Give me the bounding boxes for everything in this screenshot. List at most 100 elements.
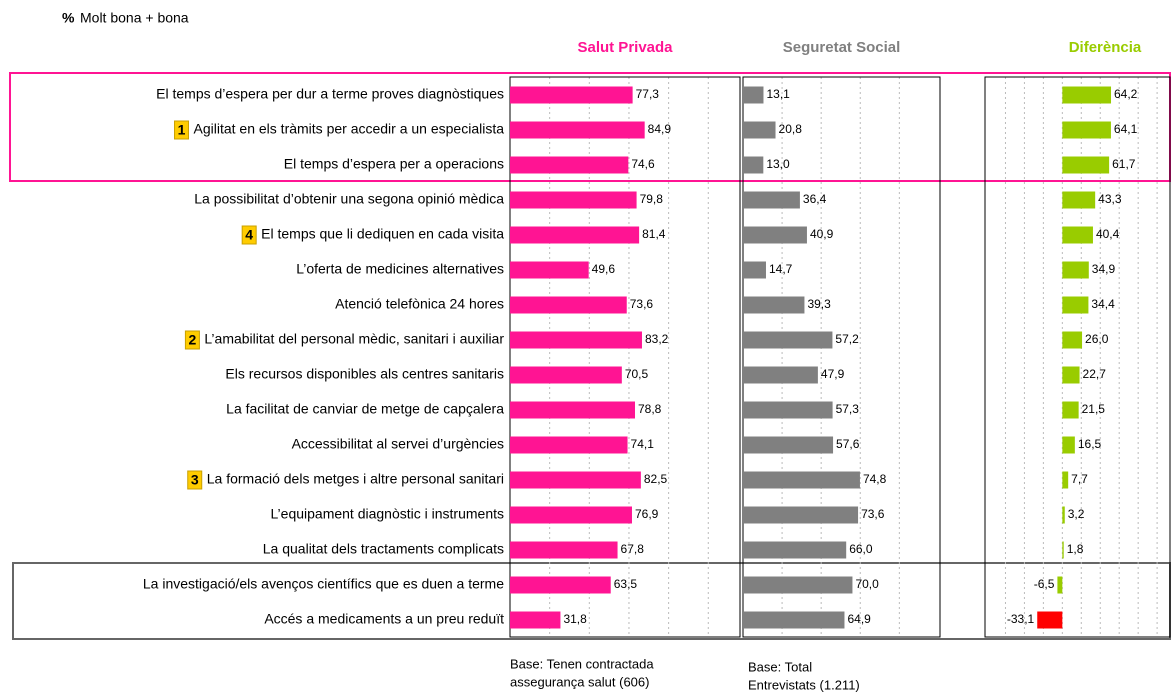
badge xyxy=(174,120,190,140)
category-label: Agilitat en els tràmits per accedir a un… xyxy=(194,121,505,137)
value-label: -33,1 xyxy=(1007,612,1035,626)
bar xyxy=(743,156,764,174)
value-label: 40,9 xyxy=(810,227,834,241)
value-label: 13,1 xyxy=(766,87,790,101)
bar xyxy=(743,331,833,349)
base-note: assegurança salut (606) xyxy=(510,674,649,689)
value-label: 1,8 xyxy=(1067,542,1084,556)
category-label: L’amabilitat del personal mèdic, sanitar… xyxy=(204,331,504,347)
badge-label: 1 xyxy=(178,122,186,138)
panel-frame xyxy=(509,76,741,638)
value-label: 78,8 xyxy=(638,402,662,416)
units: % xyxy=(62,10,75,26)
value-label: 79,8 xyxy=(640,192,664,206)
series-header: Salut Privada xyxy=(577,39,673,56)
category-label: Accessibilitat al servei d’urgències xyxy=(292,436,504,452)
bar xyxy=(743,401,833,419)
base-note: Entrevistats (1.211) xyxy=(748,677,860,692)
category-label: La formació dels metges i altre personal… xyxy=(207,471,504,487)
bar xyxy=(510,611,561,629)
bar xyxy=(743,86,764,104)
bar xyxy=(510,296,627,314)
value-label: 7,7 xyxy=(1071,472,1088,486)
bar xyxy=(743,121,776,139)
bar xyxy=(510,541,618,559)
value-label: 73,6 xyxy=(861,507,885,521)
bar xyxy=(510,366,622,384)
value-label: 43,3 xyxy=(1098,192,1122,206)
category-label: La qualitat dels tractaments complicats xyxy=(263,541,504,557)
bar xyxy=(510,471,641,489)
value-label: 49,6 xyxy=(592,262,616,276)
bar xyxy=(510,576,611,594)
bar xyxy=(1062,226,1093,244)
category-label: El temps d’espera per a operacions xyxy=(284,156,504,172)
category-label: El temps d’espera per dur a terme proves… xyxy=(156,86,504,102)
subtitle: Molt bona + bona xyxy=(80,10,189,26)
value-label: 57,3 xyxy=(836,402,860,416)
bar xyxy=(1062,156,1110,174)
bar xyxy=(743,471,860,489)
value-label: 36,4 xyxy=(803,192,827,206)
category-label: Els recursos disponibles als centres san… xyxy=(225,366,504,382)
value-label: 61,7 xyxy=(1112,157,1136,171)
bar xyxy=(510,121,645,139)
category-label: L’equipament diagnòstic i instruments xyxy=(271,506,504,522)
bar xyxy=(510,331,642,349)
value-label: 74,1 xyxy=(631,437,655,451)
value-label: 39,3 xyxy=(807,297,831,311)
value-label: 16,5 xyxy=(1078,437,1102,451)
bar xyxy=(510,156,629,174)
badge-label: 4 xyxy=(245,227,253,243)
value-label: 57,6 xyxy=(836,437,860,451)
category-label: La facilitat de canviar de metge de capç… xyxy=(226,401,504,417)
value-label: 83,2 xyxy=(645,332,669,346)
value-label: 76,9 xyxy=(635,507,659,521)
category-label: Atenció telefònica 24 hores xyxy=(335,296,504,312)
value-label: 57,2 xyxy=(835,332,859,346)
base-note: Base: Total xyxy=(748,659,812,674)
value-label: 14,7 xyxy=(769,262,793,276)
category-label: La possibilitat d’obtenir una segona opi… xyxy=(194,191,504,207)
bar xyxy=(1062,436,1075,454)
bar xyxy=(510,191,637,209)
bar xyxy=(1062,261,1089,279)
bar xyxy=(743,261,766,279)
value-label: 81,4 xyxy=(642,227,666,241)
bar xyxy=(1062,296,1089,314)
value-label: 40,4 xyxy=(1096,227,1120,241)
bar xyxy=(1062,86,1112,104)
badge-label: 2 xyxy=(189,332,197,348)
value-label: 84,9 xyxy=(648,122,672,136)
highlight-frame xyxy=(12,562,1171,640)
bar xyxy=(1062,191,1096,209)
value-label: 70,0 xyxy=(855,577,879,591)
bar xyxy=(1062,541,1064,559)
panel-frame xyxy=(742,76,941,638)
category-label: El temps que li dediquen en cada visita xyxy=(261,226,504,242)
value-label: 13,0 xyxy=(766,157,790,171)
bar xyxy=(1062,366,1080,384)
bar xyxy=(1062,331,1083,349)
bar xyxy=(510,506,632,524)
value-label: 20,8 xyxy=(779,122,803,136)
value-label: 64,2 xyxy=(1114,87,1138,101)
value-label: 22,7 xyxy=(1083,367,1107,381)
badge xyxy=(241,225,257,245)
badge-label: 3 xyxy=(191,472,199,488)
value-label: 64,9 xyxy=(847,612,871,626)
bar xyxy=(1057,576,1063,594)
bar xyxy=(510,86,633,104)
bar xyxy=(510,261,589,279)
bar xyxy=(1062,401,1079,419)
value-label: 3,2 xyxy=(1068,507,1085,521)
value-label: 47,9 xyxy=(821,367,845,381)
value-label: 74,6 xyxy=(631,157,655,171)
bar xyxy=(743,576,853,594)
bar xyxy=(1037,611,1063,629)
bar xyxy=(743,506,859,524)
bar xyxy=(743,611,845,629)
value-label: 64,1 xyxy=(1114,122,1138,136)
value-label: 31,8 xyxy=(563,612,587,626)
